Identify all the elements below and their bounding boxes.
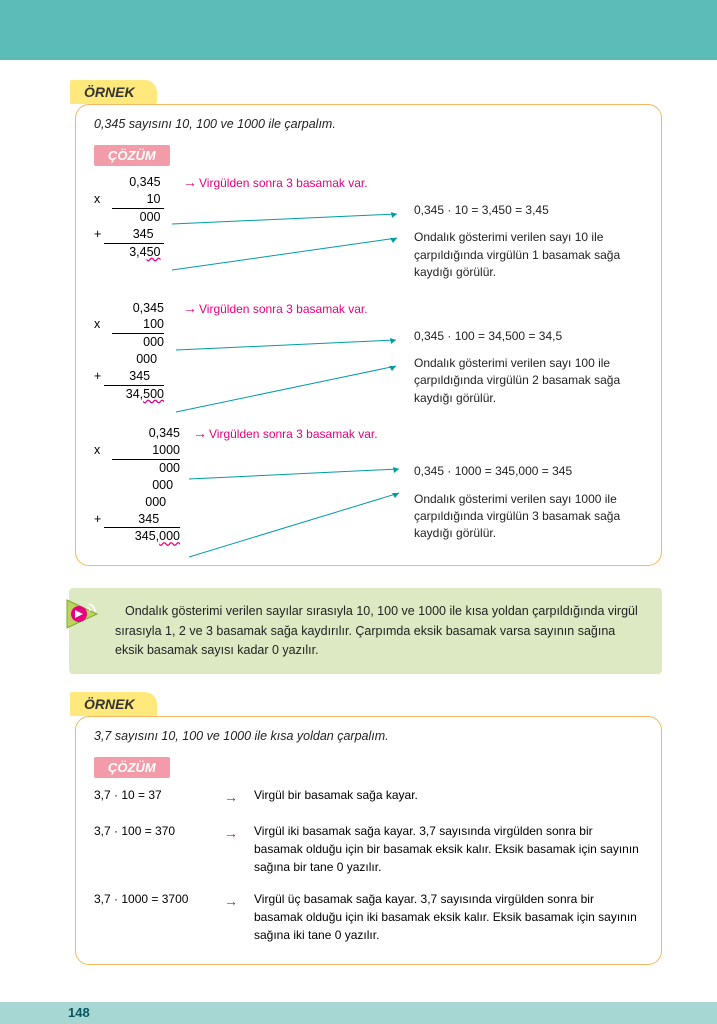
calc-desc-1: 0,345 · 10 = 3,450 = 3,45 Ondalık göster… bbox=[214, 174, 643, 282]
mini-row-1: 3,7 · 10 = 37 → Virgül bir basamak sağa … bbox=[94, 786, 643, 808]
digits-note-3: →Virgülden sonra 3 basamak var. bbox=[193, 425, 378, 441]
mini-row-3: 3,7 · 1000 = 3700 → Virgül üç basamak sa… bbox=[94, 890, 643, 944]
calc-desc-2: 0,345 · 100 = 34,500 = 34,5 Ondalık göst… bbox=[214, 300, 643, 408]
info-box: Ondalık gösterimi verilen sayılar sırası… bbox=[69, 588, 662, 674]
megaphone-icon bbox=[61, 592, 105, 636]
solution-tab-1: ÇÖZÜM bbox=[94, 145, 170, 166]
calc-row-2: 0,345 x100 000 000 +345 34,500 →Virgülde… bbox=[94, 300, 643, 408]
calc-row-1: 0,345 x10 000 +345 3,450 →Virgülden sonr… bbox=[94, 174, 643, 282]
problem-text-2: 3,7 sayısını 10, 100 ve 1000 ile kısa yo… bbox=[94, 729, 643, 743]
problem-text-1: 0,345 sayısını 10, 100 ve 1000 ile çarpa… bbox=[94, 117, 643, 131]
header-bar bbox=[0, 0, 717, 60]
mini-row-2: 3,7 · 100 = 370 → Virgül iki basamak sağ… bbox=[94, 822, 643, 876]
example-tab: ÖRNEK bbox=[70, 80, 157, 104]
page-number: 148 bbox=[68, 1005, 90, 1020]
example-tab-2: ÖRNEK bbox=[70, 692, 157, 716]
example-1-box: 0,345 sayısını 10, 100 ve 1000 ile çarpa… bbox=[75, 104, 662, 566]
calc-block-3: 0,345 x1000 000 000 000 +345 345,000 bbox=[94, 425, 224, 545]
solution-tab-2: ÇÖZÜM bbox=[94, 757, 170, 778]
digits-note-2: →Virgülden sonra 3 basamak var. bbox=[183, 300, 368, 316]
arrow-icon: → bbox=[224, 786, 254, 808]
example-2-box: 3,7 sayısını 10, 100 ve 1000 ile kısa yo… bbox=[75, 716, 662, 965]
page-footer bbox=[0, 1002, 717, 1024]
arrow-icon: → bbox=[224, 822, 254, 844]
calc-desc-3: 0,345 · 1000 = 345,000 = 345 Ondalık gös… bbox=[224, 425, 643, 543]
arrow-icon: → bbox=[224, 890, 254, 912]
page-content: ÖRNEK 0,345 sayısını 10, 100 ve 1000 ile… bbox=[0, 60, 717, 965]
calc-row-3: 0,345 x1000 000 000 000 +345 345,000 →Vi… bbox=[94, 425, 643, 545]
digits-note-1: →Virgülden sonra 3 basamak var. bbox=[183, 174, 368, 190]
